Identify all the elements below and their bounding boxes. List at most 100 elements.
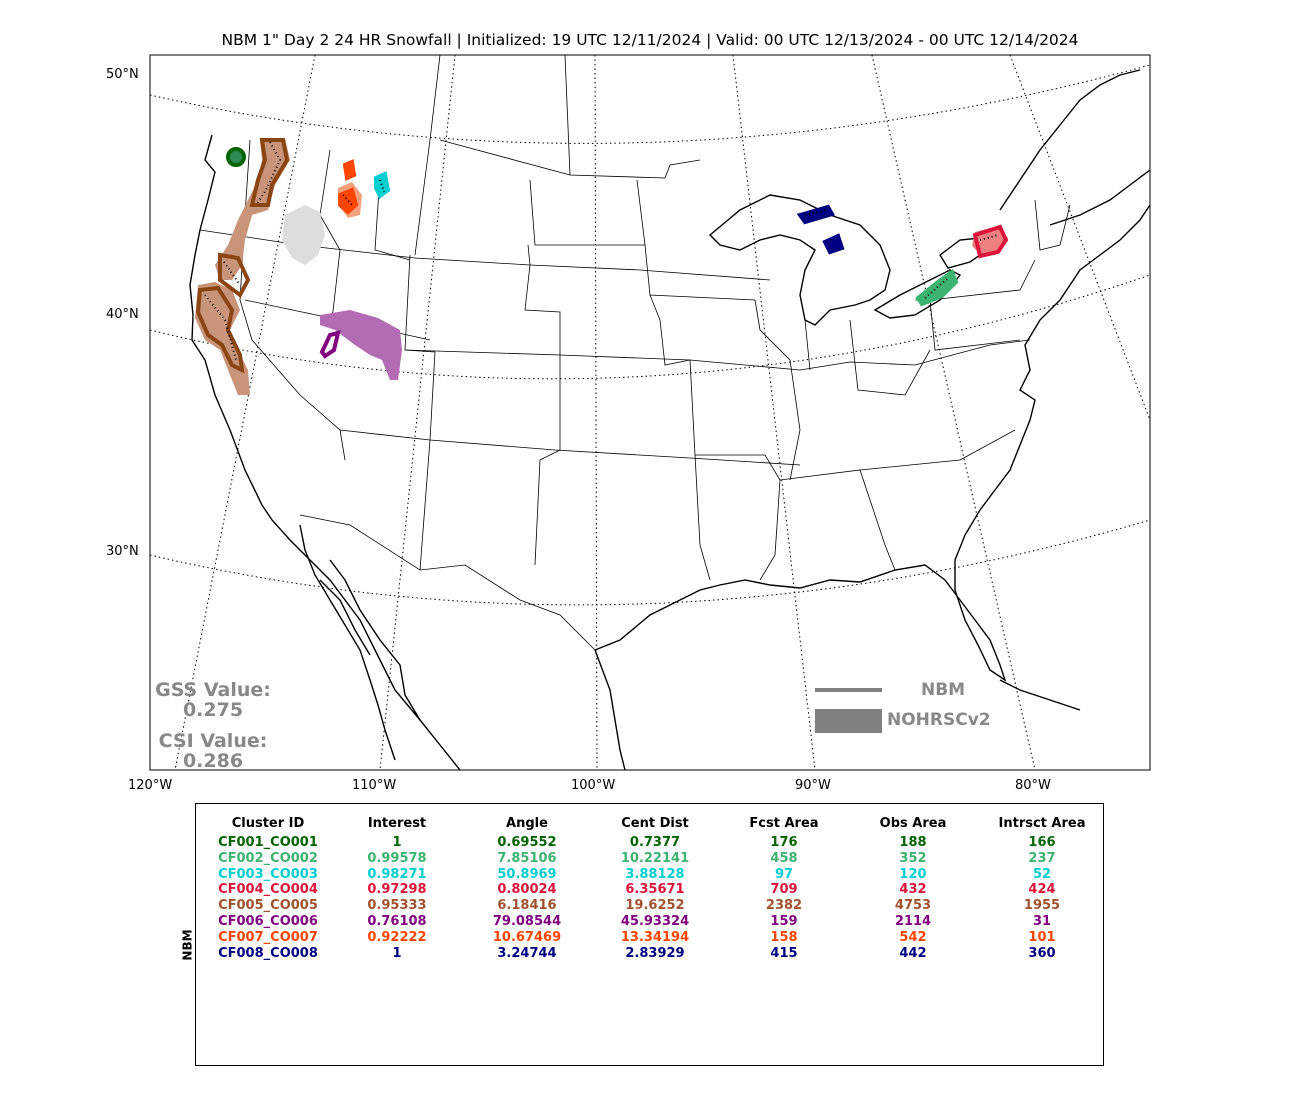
cell-interest: 0.92222 <box>367 929 427 945</box>
obs-cluster-cf006 <box>320 310 402 380</box>
map-content <box>150 55 1150 770</box>
fcst-cluster-cf007 <box>338 187 359 215</box>
cell-obs-area: 4753 <box>894 898 932 914</box>
header-angle: Angle <box>506 816 548 831</box>
lon-label-100: 100°W <box>571 778 616 793</box>
cell-angle: 6.18416 <box>497 898 557 914</box>
cell-cent-dist: 3.88128 <box>625 866 685 882</box>
cell-interest: 1 <box>392 835 402 850</box>
cell-angle: 0.80024 <box>497 882 557 898</box>
header-cent-dist: Cent Dist <box>621 816 689 831</box>
cell-interest: 0.98271 <box>367 866 427 882</box>
header-cluster-id: Cluster ID <box>231 816 305 831</box>
fcst-cluster-cf008b <box>822 233 845 255</box>
graticule <box>150 55 1150 770</box>
cell-intrsct-area: 360 <box>1028 945 1056 961</box>
fcst-cluster-cf002 <box>915 268 959 307</box>
cell-cluster-id: CF002_CO002 <box>218 850 318 866</box>
table-header-row: Cluster ID Interest Angle Cent Dist Fcst… <box>196 816 1105 832</box>
cell-cent-dist: 19.6252 <box>625 898 685 914</box>
cell-obs-area: 352 <box>899 850 927 866</box>
lat-label-40: 40°N <box>106 307 139 322</box>
fcst-cluster-cf005 <box>249 138 290 207</box>
header-interest: Interest <box>367 816 427 831</box>
cell-cluster-id: CF004_CO004 <box>218 882 318 898</box>
table-side-label: NBM <box>180 929 195 961</box>
table-row: CF006_CO006 0.76108 79.08544 45.93324 159 211… <box>196 914 1105 930</box>
cell-angle: 79.08544 <box>492 914 562 929</box>
cell-cluster-id: CF008_CO008 <box>218 945 318 961</box>
obs-cluster-cf002 <box>915 272 958 305</box>
cell-obs-area: 2114 <box>894 914 932 929</box>
cell-cent-dist: 0.7377 <box>629 835 681 850</box>
cell-intrsct-area: 237 <box>1028 850 1056 866</box>
cell-intrsct-area: 52 <box>1032 866 1052 882</box>
lon-label-110: 110°W <box>352 778 397 793</box>
cell-intrsct-area: 31 <box>1032 914 1052 929</box>
header-obs-area: Obs Area <box>879 816 947 831</box>
cell-fcst-area: 415 <box>770 945 798 961</box>
cell-fcst-area: 159 <box>770 914 798 929</box>
coastline <box>189 69 1150 770</box>
cell-fcst-area: 97 <box>774 866 794 882</box>
cell-intrsct-area: 166 <box>1028 835 1056 850</box>
cell-angle: 7.85106 <box>497 850 557 866</box>
gss-value: 0.275 <box>182 699 244 721</box>
cell-obs-area: 542 <box>899 929 927 945</box>
cell-obs-area: 432 <box>899 882 927 898</box>
table-row: CF001_CO001 1 0.69552 0.7377 176 188 166 <box>196 835 1105 851</box>
fcst-cluster-cf003 <box>374 171 391 200</box>
fcst-cluster-cf008 <box>796 204 835 225</box>
cell-interest: 0.95333 <box>367 898 427 914</box>
cell-cent-dist: 45.93324 <box>620 914 690 929</box>
table-row: CF002_CO002 0.99578 7.85106 10.22141 458 352 2… <box>196 851 1105 867</box>
forecast-contours <box>195 138 1009 374</box>
legend-nbm-label: NBM <box>921 680 966 700</box>
gss-label: GSS Value: <box>155 679 271 701</box>
table-row: CF004_CO004 0.97298 0.80024 6.35671 709 432 42… <box>196 882 1105 898</box>
cell-cent-dist: 6.35671 <box>625 882 685 898</box>
lat-label-50: 50°N <box>106 67 139 82</box>
cell-cluster-id: CF006_CO006 <box>218 914 318 929</box>
obs-cluster-cf005 <box>215 138 290 280</box>
observed-snowfall <box>195 138 1008 395</box>
cell-fcst-area: 176 <box>770 835 798 850</box>
cell-intrsct-area: 424 <box>1028 882 1056 898</box>
table-row: CF005_CO005 0.95333 6.18416 19.6252 2382 4753… <box>196 898 1105 914</box>
cell-interest: 0.97298 <box>367 882 427 898</box>
cell-fcst-area: 2382 <box>765 898 803 914</box>
cell-fcst-area: 709 <box>770 882 798 898</box>
obs-cluster-cf005b <box>195 282 250 395</box>
csi-label: CSI Value: <box>158 730 268 752</box>
cell-interest: 0.99578 <box>367 850 427 866</box>
intersect-markers <box>204 141 999 361</box>
map-frame <box>149 54 1151 771</box>
lon-label-120: 120°W <box>128 778 173 793</box>
cell-angle: 50.8969 <box>497 866 557 882</box>
cell-fcst-area: 158 <box>770 929 798 945</box>
cell-angle: 0.69552 <box>497 835 557 850</box>
obs-unmatched <box>282 205 325 265</box>
csi-value: 0.286 <box>182 750 244 772</box>
cell-cent-dist: 13.34194 <box>620 929 690 945</box>
fcst-cluster-cf006 <box>319 330 341 359</box>
header-fcst-area: Fcst Area <box>749 816 819 831</box>
cell-cluster-id: CF007_CO007 <box>218 929 318 945</box>
fcst-cluster-cf001 <box>226 147 246 167</box>
cell-interest: 0.76108 <box>367 914 427 929</box>
table-row: CF008_CO008 1 3.24744 2.83929 415 442 360 <box>196 946 1105 962</box>
cell-angle: 3.24744 <box>497 945 557 961</box>
table-row: CF007_CO007 0.92222 10.67469 13.34194 158 542… <box>196 930 1105 946</box>
cell-fcst-area: 458 <box>770 850 798 866</box>
cell-obs-area: 442 <box>899 945 927 961</box>
lon-label-90: 90°W <box>795 778 831 793</box>
cell-angle: 10.67469 <box>492 929 562 945</box>
fcst-cluster-cf004 <box>972 224 1009 259</box>
cell-intrsct-area: 1955 <box>1023 898 1061 914</box>
fcst-cluster-cf005b <box>218 252 251 298</box>
lon-label-80: 80°W <box>1015 778 1051 793</box>
header-intrsct-area: Intrsct Area <box>998 816 1086 831</box>
cell-cent-dist: 2.83929 <box>625 945 685 961</box>
cell-interest: 1 <box>392 945 402 961</box>
